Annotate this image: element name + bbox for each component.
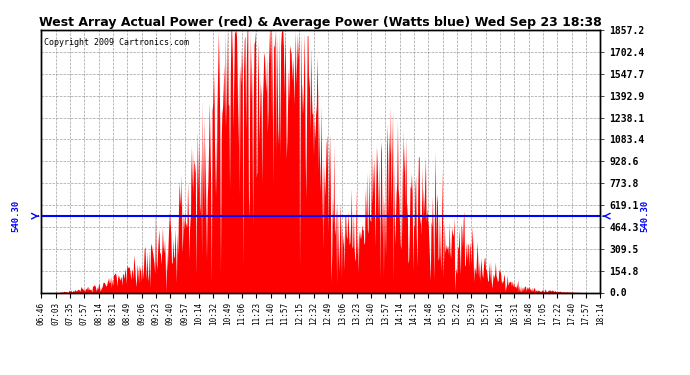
Title: West Array Actual Power (red) & Average Power (Watts blue) Wed Sep 23 18:38: West Array Actual Power (red) & Average … — [39, 16, 602, 29]
Text: 540.30: 540.30 — [12, 200, 21, 232]
Text: Copyright 2009 Cartronics.com: Copyright 2009 Cartronics.com — [44, 38, 189, 47]
Text: 540.30: 540.30 — [640, 200, 649, 232]
